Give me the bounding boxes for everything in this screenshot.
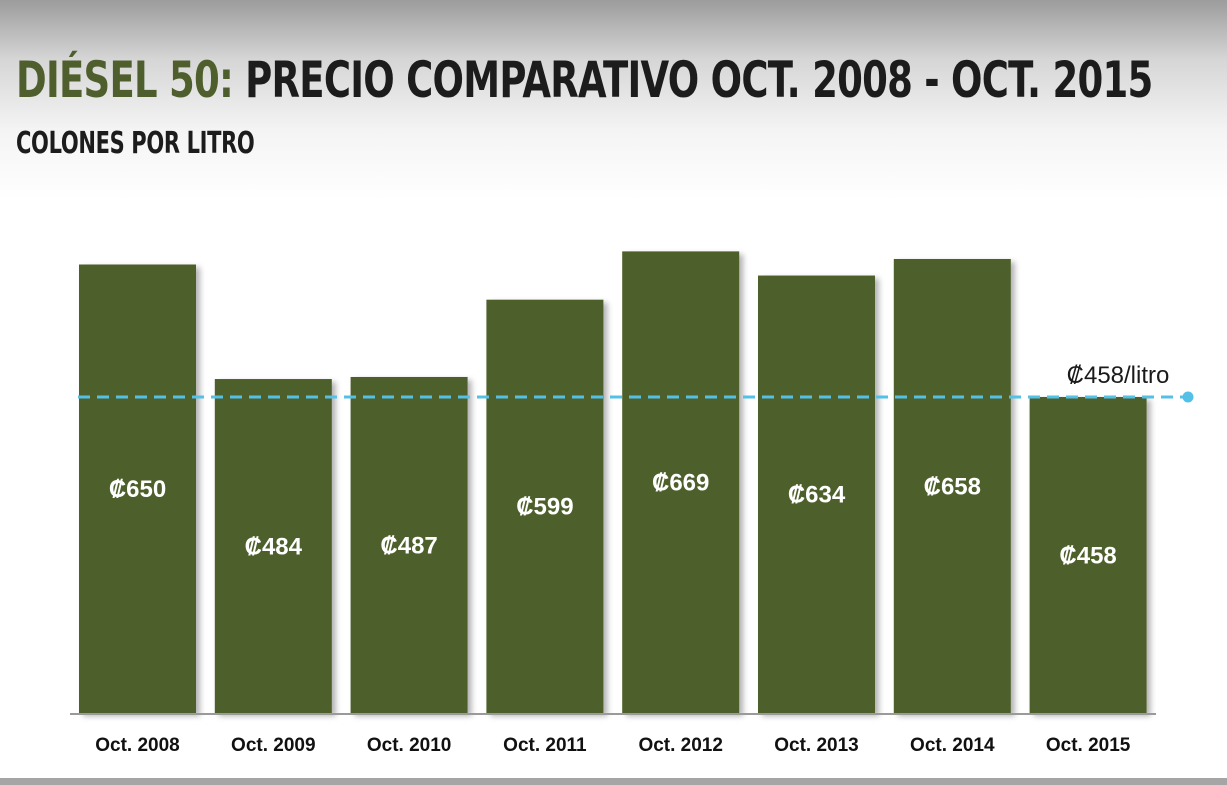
bar-oct-2012 — [622, 251, 740, 713]
bar-oct-2009 — [214, 379, 332, 713]
x-tick-label: Oct. 2014 — [910, 735, 995, 756]
bar-value-label: ₡487 — [380, 532, 437, 559]
bar-value-label: ₡484 — [245, 533, 303, 560]
header-background — [0, 0, 1227, 200]
bar-value-label: ₡669 — [652, 470, 709, 497]
bar-oct-2014 — [893, 258, 1011, 713]
bar-value-label: ₡658 — [924, 473, 981, 500]
page-subtitle: COLONES POR LITRO — [16, 126, 255, 161]
footer-bar — [0, 778, 1227, 785]
bar-value-label: ₡634 — [788, 482, 846, 509]
bar-oct-2008 — [79, 264, 196, 713]
x-tick-label: Oct. 2009 — [231, 735, 316, 756]
x-tick-label: Oct. 2008 — [95, 735, 180, 756]
bar-oct-2010 — [350, 376, 468, 713]
x-tick-label: Oct. 2012 — [638, 735, 723, 756]
title-main: PRECIO COMPARATIVO OCT. 2008 - OCT. 2015 — [233, 51, 1153, 109]
title-accent: DIÉSEL 50: — [16, 51, 234, 109]
bar-oct-2015 — [1029, 396, 1147, 713]
page-title: DIÉSEL 50: PRECIO COMPARATIVO OCT. 2008 … — [16, 40, 1153, 120]
x-tick-label: Oct. 2010 — [367, 735, 452, 756]
x-tick-label: Oct. 2013 — [774, 735, 859, 756]
bar-value-label: ₡458 — [1059, 542, 1116, 569]
reference-line-endpoint — [1182, 391, 1194, 403]
x-tick-label: Oct. 2011 — [503, 735, 587, 756]
bar-oct-2011 — [486, 299, 604, 713]
bar-value-label: ₡599 — [516, 494, 573, 521]
bar-value-label: ₡650 — [109, 476, 166, 503]
bar-oct-2013 — [758, 275, 875, 713]
reference-line-label: ₡458/litro — [1067, 362, 1170, 389]
x-tick-label: Oct. 2015 — [1046, 735, 1131, 756]
